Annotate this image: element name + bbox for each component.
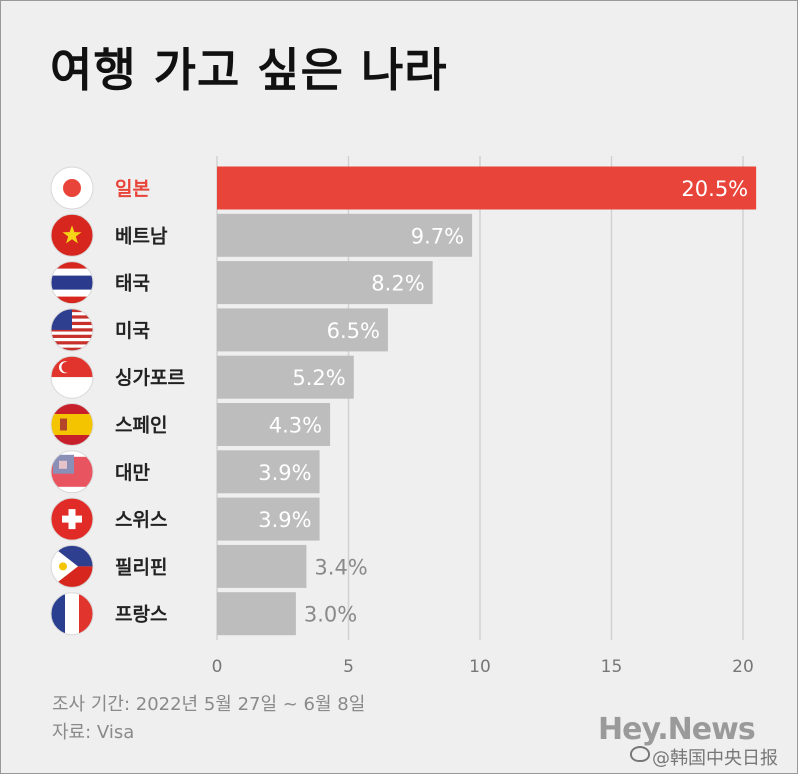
bar-3 (217, 261, 433, 305)
value-label: 3.4% (314, 555, 367, 579)
bar-2 (217, 213, 473, 257)
bar-5 (217, 355, 354, 399)
bar-8 (217, 497, 320, 541)
thailand-flag-icon (50, 261, 94, 305)
bar-7 (217, 450, 320, 494)
value-label: 9.7% (411, 224, 464, 248)
brand-logo: Hey.News (598, 712, 756, 747)
category-label: 베트남 (115, 225, 168, 247)
x-tick-label: 15 (601, 657, 623, 677)
bar-6 (217, 403, 331, 446)
bar-9 (217, 544, 307, 588)
bar-4 (217, 308, 388, 352)
philippines-flag-icon (50, 544, 94, 588)
value-label: 6.5% (327, 319, 380, 343)
category-label: 프랑스 (115, 604, 167, 626)
value-label: 3.0% (304, 603, 357, 627)
vietnam-flag-icon (50, 213, 94, 257)
japan-flag-icon (50, 166, 94, 210)
usa-flag-icon (50, 308, 94, 352)
value-label: 20.5% (681, 177, 748, 201)
spain-flag-icon (50, 403, 94, 446)
x-tick-label: 10 (469, 657, 491, 677)
category-label: 대만 (115, 462, 150, 484)
value-label: 3.9% (258, 461, 311, 485)
bar-10 (217, 592, 296, 636)
singapore-flag-icon (50, 355, 94, 399)
category-label: 싱가포르 (115, 367, 185, 389)
category-label: 미국 (115, 320, 150, 342)
value-label: 5.2% (292, 366, 345, 390)
value-label: 3.9% (258, 508, 311, 532)
bar-1 (217, 166, 757, 210)
category-label: 필리핀 (115, 556, 167, 578)
category-label: 스위스 (115, 509, 167, 531)
x-tick-label: 20 (732, 657, 754, 677)
x-tick-label: 5 (343, 657, 354, 677)
bar-chart: 20.5% 일본 9.7% 베트남 8.2% 태국 6.5% 미국 5.2% 싱가포르 4.3% 스페… (50, 156, 757, 677)
data-source: 자료: Visa (52, 722, 135, 743)
weibo-icon (630, 746, 650, 762)
category-label: 태국 (115, 273, 150, 295)
category-label: 스페인 (115, 415, 167, 437)
value-label: 4.3% (269, 414, 322, 438)
x-tick-label: 0 (212, 657, 223, 677)
taiwan-flag-icon (50, 450, 94, 494)
watermark: @韩国中央日报 (652, 748, 778, 769)
switzerland-flag-icon (50, 497, 94, 541)
value-label: 8.2% (371, 272, 424, 296)
france-flag-icon (50, 592, 94, 636)
survey-period: 조사 기간: 2022년 5월 27일 ~ 6월 8일 (52, 694, 366, 715)
chart-title: 여행 가고 싶은 나라 (50, 43, 448, 97)
category-label: 일본 (115, 178, 150, 200)
